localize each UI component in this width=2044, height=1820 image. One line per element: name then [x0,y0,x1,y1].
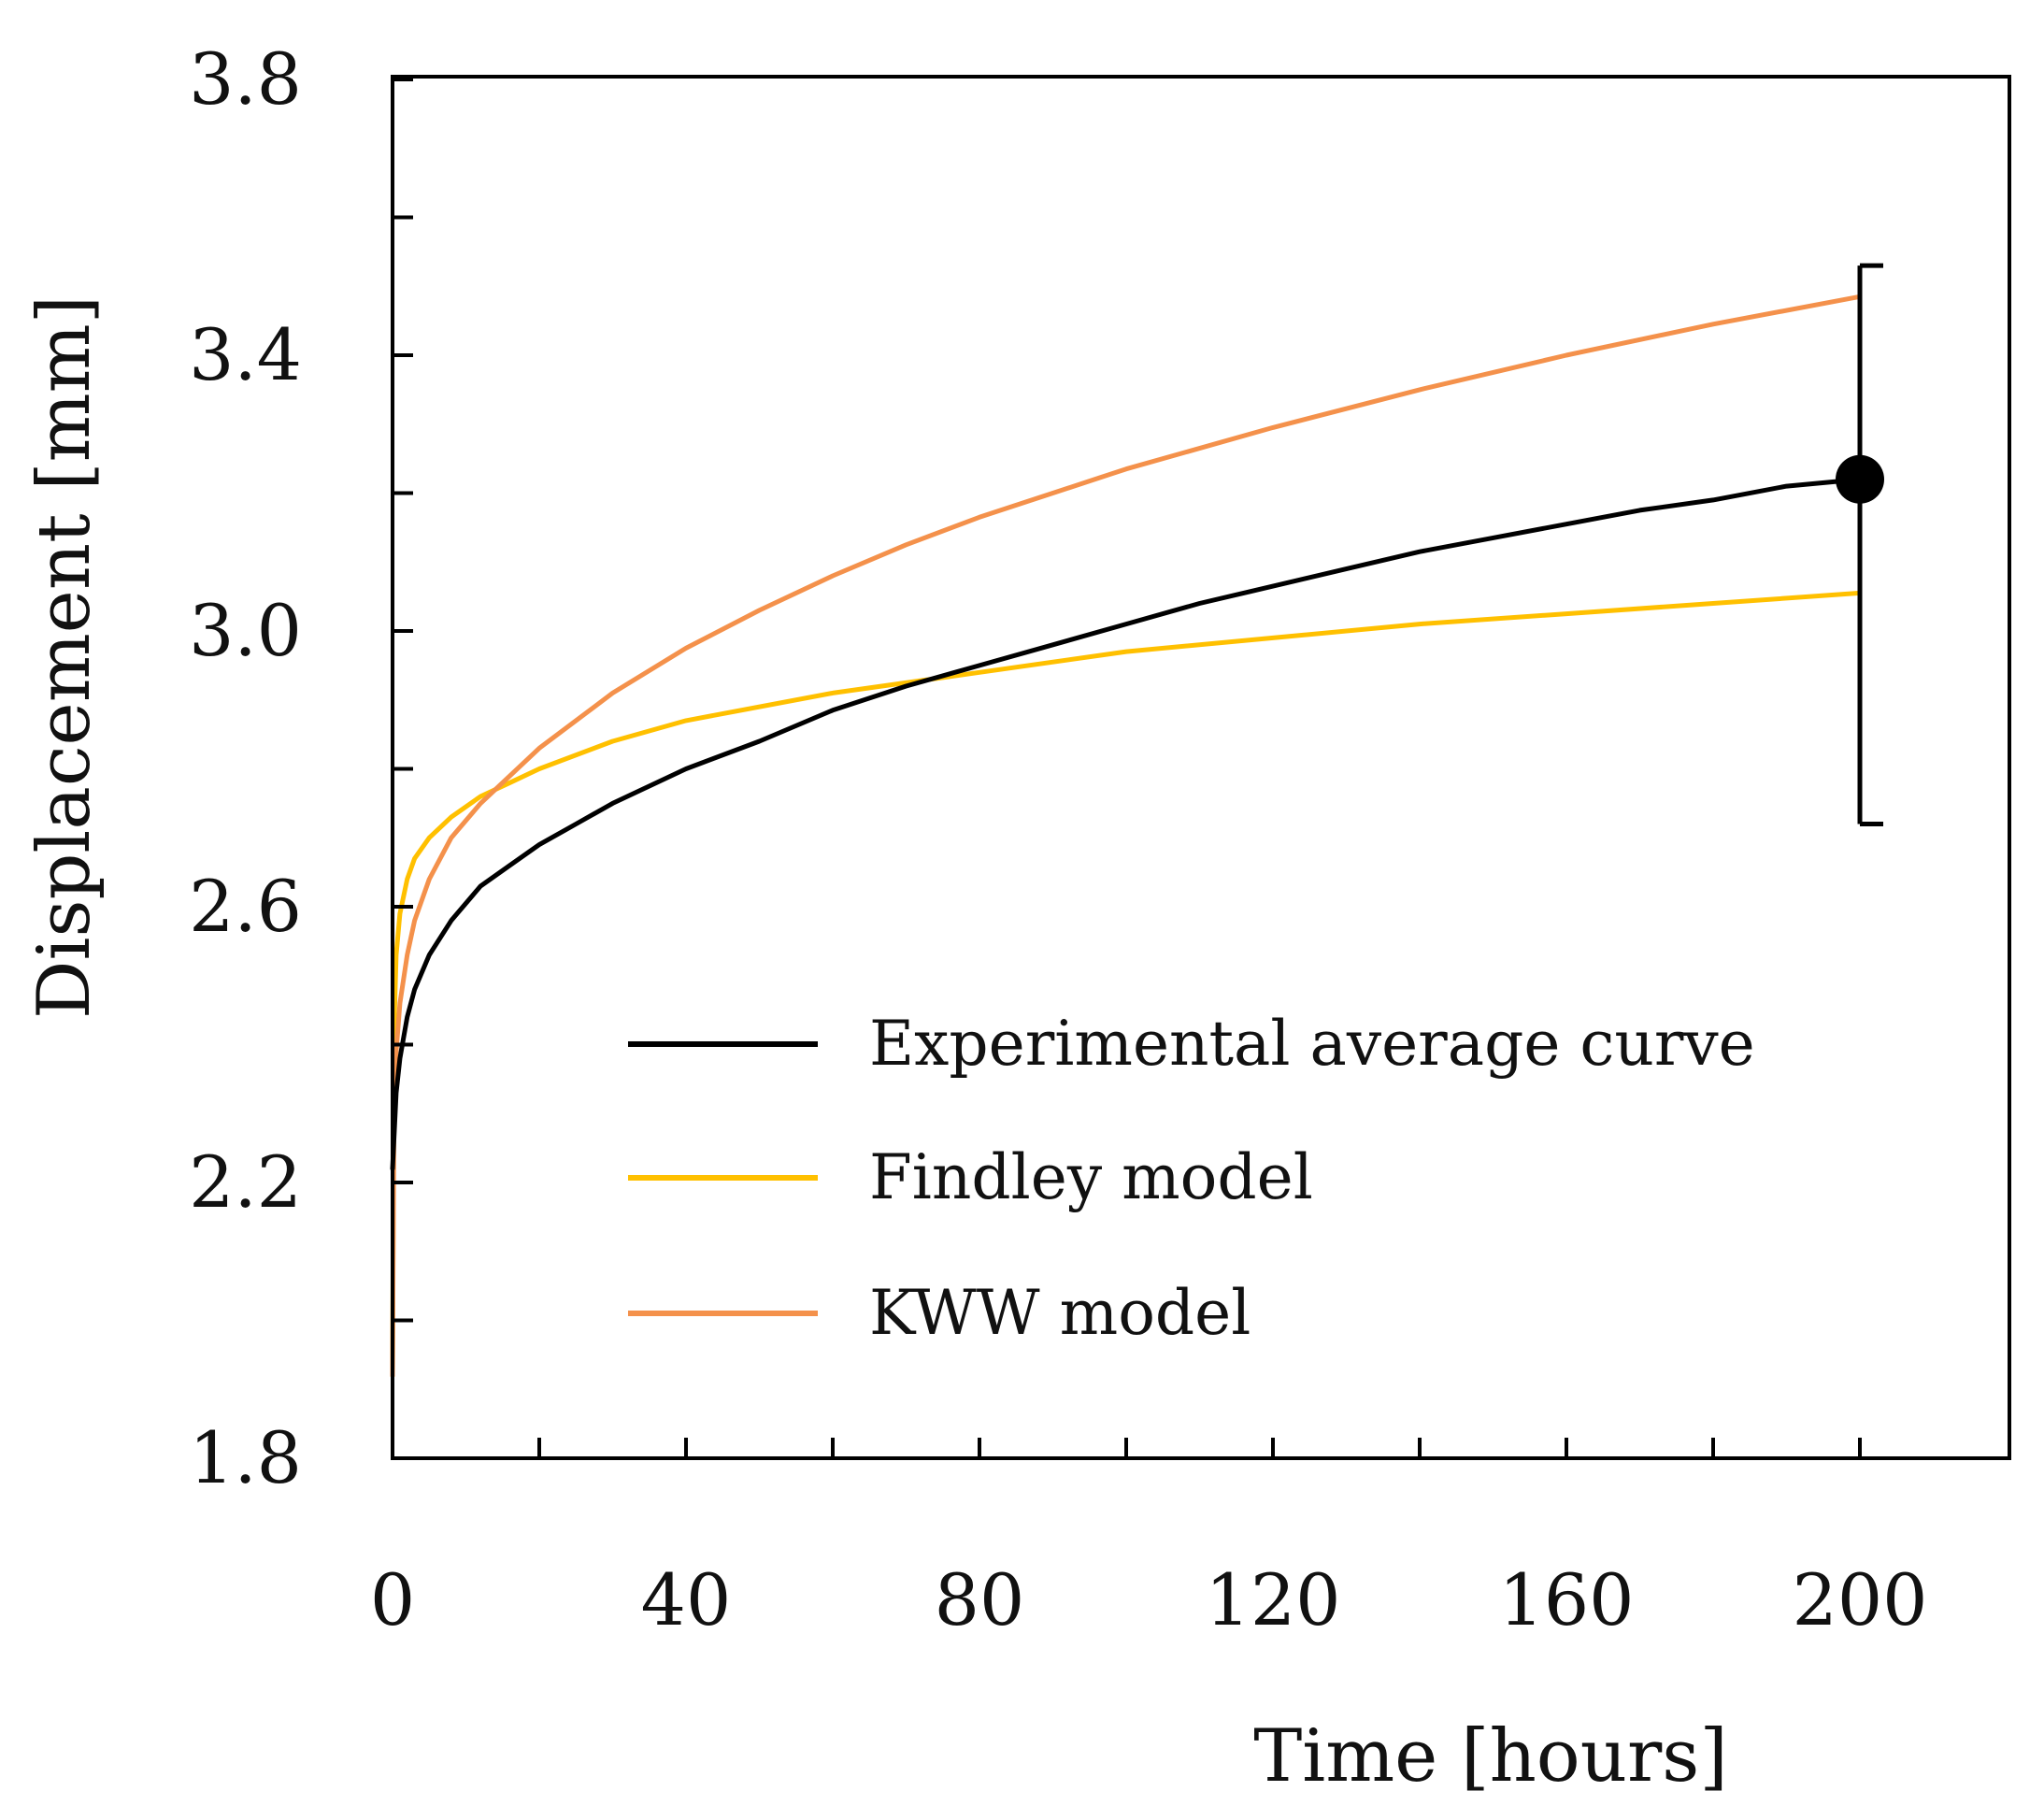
x-tick-label: 40 [641,1558,732,1641]
y-tick-label: 3.8 [189,37,302,121]
y-tick-label: 3.0 [189,589,302,672]
x-tick-label: 200 [1792,1558,1927,1641]
end-marker-group [1836,263,1884,826]
legend: Experimental average curve Findley model K… [628,1008,1755,1349]
x-tick-label: 0 [370,1558,415,1641]
series-line-experimental-average-curve [390,477,1863,1171]
y-axis-title: Displacement [mm] [22,295,107,1019]
y-tick-label: 2.6 [189,865,302,948]
x-tick-label: 80 [935,1558,1025,1641]
x-tick-label: 120 [1205,1558,1340,1641]
y-tick-label: 3.4 [189,313,302,396]
y-tick-label: 1.8 [189,1416,302,1499]
y-tick-label: 2.2 [189,1140,302,1224]
legend-label: KWW model [869,1277,1251,1349]
axes: 1.8 2.2 2.6 3.0 3.4 3.8 0 40 80 120 160 200 [189,37,2011,1641]
plot-frame [391,75,2011,1460]
legend-label: Findley model [869,1141,1313,1213]
x-axis-title: Time [hours] [1253,1714,1728,1799]
end-point-marker [1836,454,1884,504]
x-tick-label: 160 [1498,1558,1634,1641]
plot-area [390,294,1863,1378]
legend-label: Experimental average curve [869,1008,1755,1080]
series-line-kww-model [390,294,1863,1378]
series-line-findley-model [390,590,1863,1378]
